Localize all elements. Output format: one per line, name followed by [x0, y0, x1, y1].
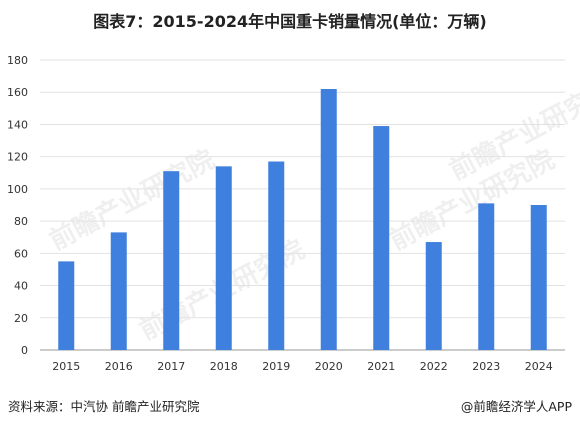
- bar: [373, 126, 390, 350]
- bar: [530, 205, 547, 350]
- bar: [478, 203, 495, 350]
- chart-title: 图表7：2015-2024年中国重卡销量情况(单位：万辆): [93, 12, 487, 31]
- x-tick-label: 2023: [472, 360, 500, 373]
- bar: [110, 232, 127, 350]
- x-tick-label: 2020: [315, 360, 343, 373]
- bar: [58, 261, 75, 350]
- bar: [425, 242, 442, 350]
- bar-chart: 0 20 40 60 80 100 120 140 160 180 2015 2016 2017 2018…: [7, 54, 565, 373]
- bar: [163, 171, 180, 350]
- x-tick-label: 2021: [367, 360, 395, 373]
- y-tick-label: 0: [21, 344, 28, 357]
- x-tick-label: 2019: [262, 360, 290, 373]
- x-tick-label: 2022: [420, 360, 448, 373]
- x-tick-label: 2024: [525, 360, 553, 373]
- y-tick-label: 40: [14, 280, 28, 293]
- y-tick-label: 120: [7, 151, 28, 164]
- bar: [320, 89, 337, 350]
- x-tick-label: 2018: [210, 360, 238, 373]
- y-tick-label: 20: [14, 312, 28, 325]
- bar: [215, 166, 232, 350]
- x-tick-label: 2017: [157, 360, 185, 373]
- y-tick-label: 160: [7, 86, 28, 99]
- y-tick-label: 80: [14, 215, 28, 228]
- y-tick-label: 140: [7, 118, 28, 131]
- x-tick-label: 2015: [52, 360, 80, 373]
- x-tick-label: 2016: [105, 360, 133, 373]
- y-tick-label: 100: [7, 183, 28, 196]
- brand-credit: @前瞻经济学人APP: [460, 399, 572, 414]
- source-note: 资料来源：中汽协 前瞻产业研究院: [8, 399, 200, 414]
- y-tick-label: 180: [7, 54, 28, 67]
- bar: [268, 161, 285, 350]
- y-tick-label: 60: [14, 247, 28, 260]
